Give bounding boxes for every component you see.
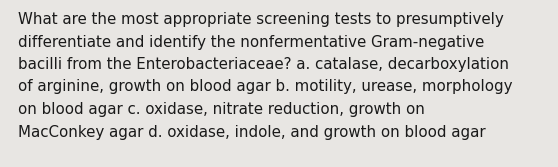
Text: on blood agar c. oxidase, nitrate reduction, growth on: on blood agar c. oxidase, nitrate reduct… (18, 102, 425, 117)
Text: of arginine, growth on blood agar b. motility, urease, morphology: of arginine, growth on blood agar b. mot… (18, 79, 512, 95)
Text: What are the most appropriate screening tests to presumptively: What are the most appropriate screening … (18, 12, 504, 27)
Text: MacConkey agar d. oxidase, indole, and growth on blood agar: MacConkey agar d. oxidase, indole, and g… (18, 125, 485, 139)
Text: bacilli from the Enterobacteriaceae? a. catalase, decarboxylation: bacilli from the Enterobacteriaceae? a. … (18, 57, 509, 72)
Text: differentiate and identify the nonfermentative Gram-negative: differentiate and identify the nonfermen… (18, 35, 484, 49)
